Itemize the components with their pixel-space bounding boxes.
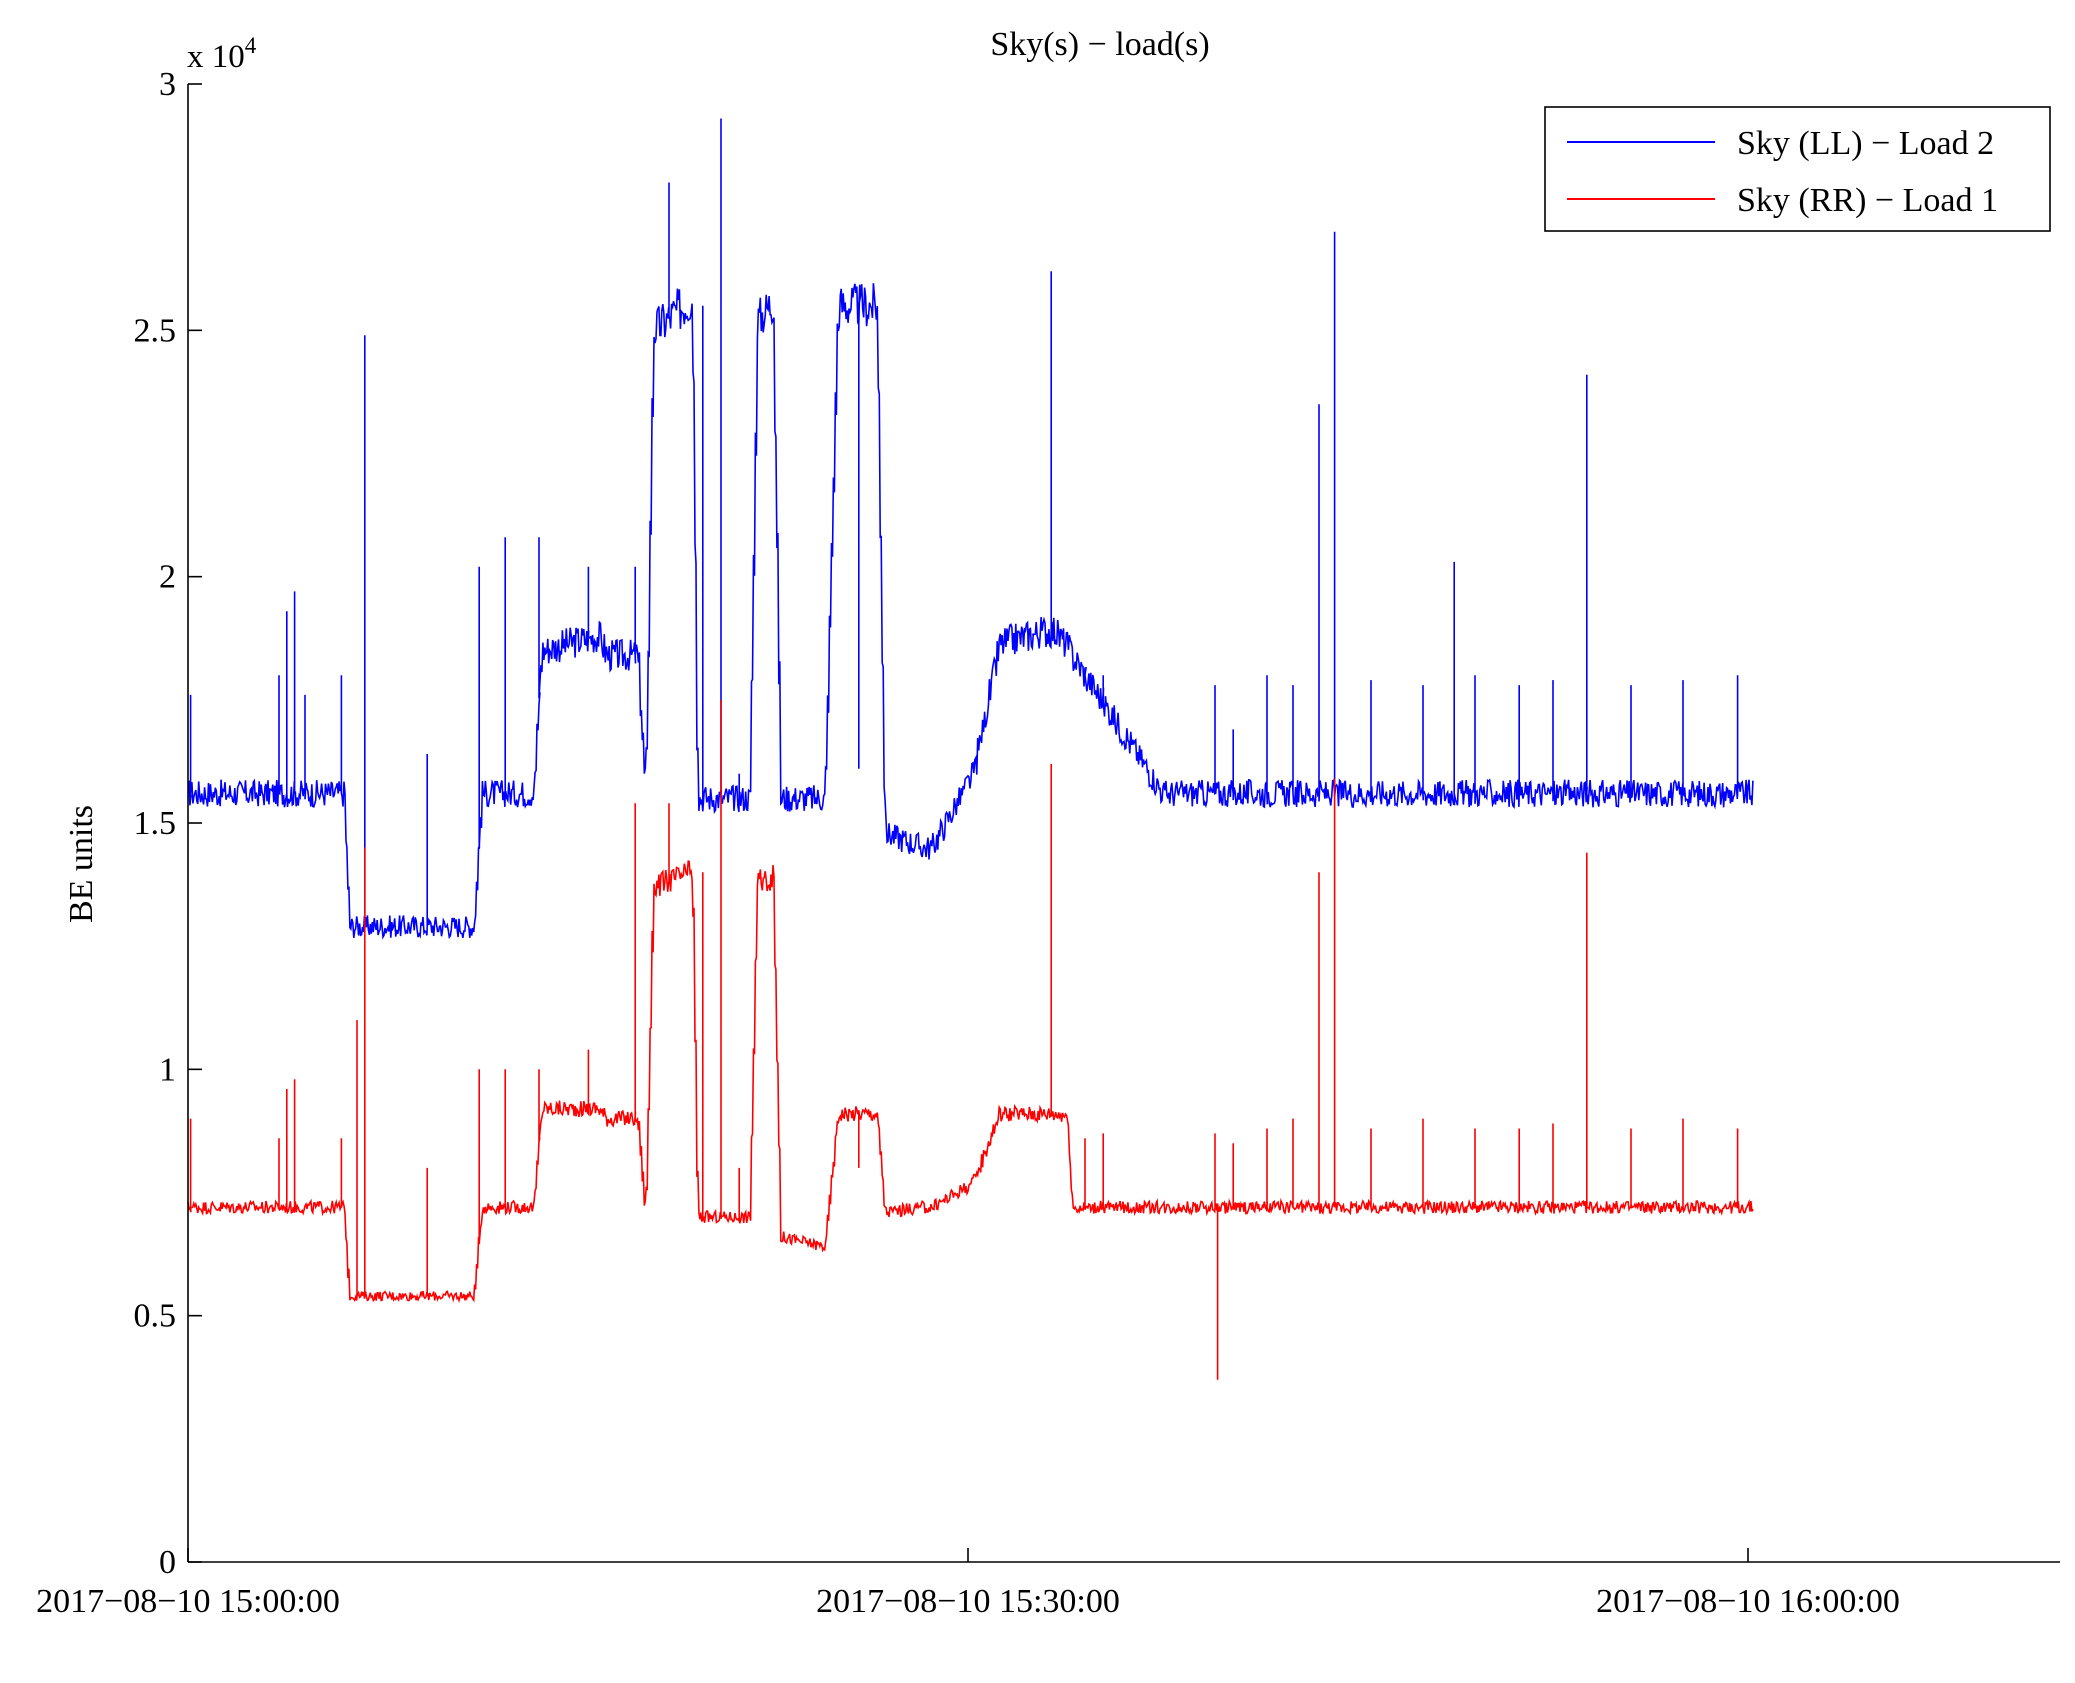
y-tick-label: 0 — [159, 1544, 176, 1581]
x-tick-label: 2017−08−10 15:30:00 — [816, 1583, 1120, 1620]
chart-title: Sky(s) − load(s) — [990, 26, 1209, 63]
series-layer — [187, 118, 1754, 1380]
series-line-1 — [187, 699, 1754, 1380]
legend-label-1: Sky (RR) − Load 1 — [1737, 182, 1998, 219]
axes: 0 0.5 1 1.5 2 2.5 3 2017−08−10 15:00:00 2017−08−… — [36, 66, 2060, 1620]
plot-area: 0 0.5 1 1.5 2 2.5 3 2017−08−10 15:00:00 2017−08−… — [36, 66, 2060, 1620]
series-line-0 — [187, 118, 1754, 940]
y-tick-label: 2 — [159, 559, 176, 596]
legend-box — [1544, 106, 2051, 232]
y-tick-label: 1.5 — [134, 805, 177, 842]
y-axis-label: BE units — [63, 805, 100, 923]
legend: Sky (LL) − Load 2 Sky (RR) − Load 1 — [1544, 106, 2051, 232]
y-tick-label: 3 — [159, 66, 176, 103]
y-tick-label: 2.5 — [134, 312, 177, 349]
y-tick-label: 1 — [159, 1051, 176, 1088]
y-multiplier-exponent: 4 — [245, 33, 257, 58]
x-tick-label: 2017−08−10 15:00:00 — [36, 1583, 340, 1620]
y-multiplier-base: x 10 — [187, 39, 245, 75]
y-multiplier: x 104 — [187, 33, 257, 75]
x-tick-label: 2017−08−10 16:00:00 — [1596, 1583, 1900, 1620]
legend-label-0: Sky (LL) − Load 2 — [1737, 125, 1994, 162]
y-tick-label: 0.5 — [134, 1298, 177, 1335]
